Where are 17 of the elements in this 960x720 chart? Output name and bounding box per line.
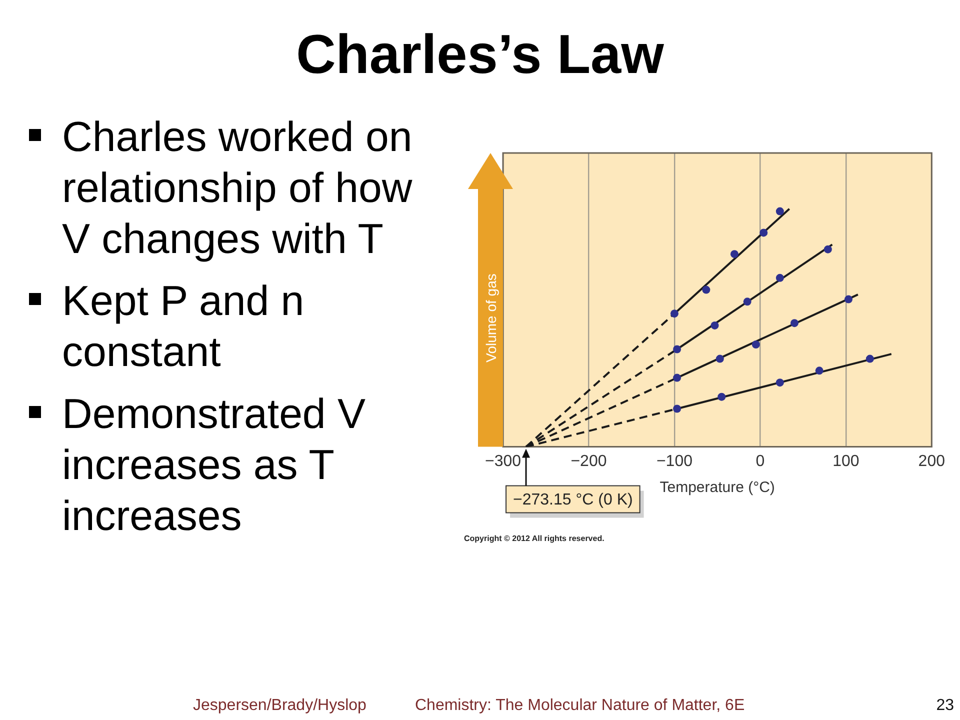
text: Copyright © 2012 All rights reserved. bbox=[464, 534, 604, 544]
text: 23 bbox=[936, 697, 954, 714]
y-axis-title: Volume of gas bbox=[482, 274, 498, 362]
x-tick-label: 0 bbox=[756, 452, 765, 470]
x-tick-label: 100 bbox=[832, 452, 860, 470]
chart-title: Charles’s Law bbox=[295, 23, 665, 85]
text: Chemistry: The Molecular Nature of Matter, 6E bbox=[415, 697, 745, 714]
text: Kept P and n constant bbox=[62, 277, 304, 375]
text: Demonstrated V increases as T increases bbox=[62, 390, 366, 539]
x-tick-label: −300 bbox=[484, 452, 522, 470]
x-tick-label: −200 bbox=[570, 452, 607, 470]
text: Jespersen/Brady/Hyslop bbox=[193, 697, 366, 714]
annotation: −273.15 °C (0 K) bbox=[513, 492, 633, 509]
x-tick-label: 200 bbox=[918, 452, 946, 470]
x-tick-label: −100 bbox=[656, 452, 693, 470]
x-axis-title: Temperature (°C) bbox=[660, 479, 775, 496]
text: Charles worked on relationship of how V changes with T bbox=[62, 113, 412, 262]
